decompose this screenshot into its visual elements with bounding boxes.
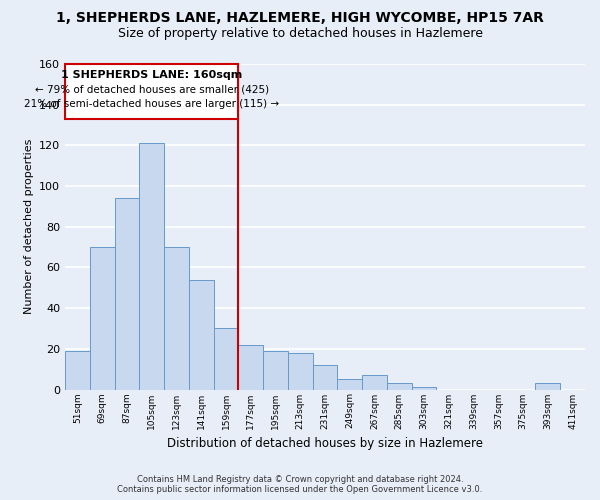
Bar xyxy=(65,351,90,390)
Bar xyxy=(535,384,560,390)
Bar xyxy=(313,365,337,390)
Text: ← 79% of detached houses are smaller (425): ← 79% of detached houses are smaller (42… xyxy=(35,84,269,94)
Bar xyxy=(263,351,288,390)
Text: Size of property relative to detached houses in Hazlemere: Size of property relative to detached ho… xyxy=(118,28,482,40)
Text: 1, SHEPHERDS LANE, HAZLEMERE, HIGH WYCOMBE, HP15 7AR: 1, SHEPHERDS LANE, HAZLEMERE, HIGH WYCOM… xyxy=(56,11,544,25)
Bar xyxy=(90,247,115,390)
Bar xyxy=(362,376,387,390)
Bar xyxy=(139,144,164,390)
Bar xyxy=(164,247,189,390)
X-axis label: Distribution of detached houses by size in Hazlemere: Distribution of detached houses by size … xyxy=(167,437,483,450)
Y-axis label: Number of detached properties: Number of detached properties xyxy=(23,139,34,314)
Text: 1 SHEPHERDS LANE: 160sqm: 1 SHEPHERDS LANE: 160sqm xyxy=(61,70,242,80)
Bar xyxy=(337,380,362,390)
Text: 21% of semi-detached houses are larger (115) →: 21% of semi-detached houses are larger (… xyxy=(24,98,279,108)
Bar xyxy=(214,328,238,390)
Bar xyxy=(288,353,313,390)
Bar xyxy=(412,388,436,390)
Text: Contains HM Land Registry data © Crown copyright and database right 2024.
Contai: Contains HM Land Registry data © Crown c… xyxy=(118,474,482,494)
Bar xyxy=(115,198,139,390)
Bar xyxy=(238,345,263,390)
Bar xyxy=(189,280,214,390)
FancyBboxPatch shape xyxy=(65,64,238,119)
Bar xyxy=(387,384,412,390)
